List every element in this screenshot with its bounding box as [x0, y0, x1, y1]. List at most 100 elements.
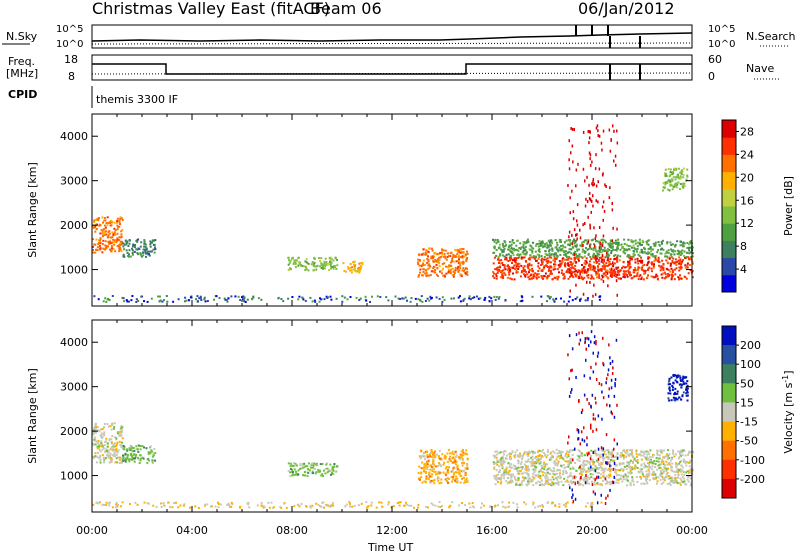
power-echo-cell [532, 277, 535, 280]
power-echo-cell [563, 253, 566, 256]
power-echo-cell [556, 278, 559, 281]
velocity-echo-cell [678, 396, 681, 399]
velocity-echo-cell [421, 461, 424, 464]
power-echo-cell [627, 238, 630, 241]
velocity-echo-cell [631, 479, 634, 482]
freq-unit-label: [MHz] [6, 67, 38, 80]
power-echo-cell [457, 270, 460, 273]
velocity-noise-cell [579, 338, 582, 342]
velocity-echo-cell [454, 479, 457, 482]
velocity-echo-cell [437, 470, 440, 473]
power-echo-cell [551, 247, 554, 250]
power-echo-cell [573, 238, 576, 241]
velocity-echo-cell [115, 448, 118, 451]
power-echo-cell [563, 275, 566, 278]
power-echo-cell [613, 272, 616, 275]
power-echo-cell [426, 257, 429, 260]
power-echo-cell [673, 278, 676, 281]
velocity-echo-cell [600, 461, 603, 464]
velocity-echo-cell [493, 456, 496, 459]
power-echo-cell [547, 275, 549, 277]
velocity-echo-cell [460, 450, 463, 453]
velocity-ground-cell [331, 501, 334, 504]
power-echo-cell [669, 253, 672, 256]
power-echo-cell [116, 217, 119, 220]
velocity-echo-cell [444, 457, 447, 460]
power-noise-cell [608, 128, 611, 132]
power-echo-cell [675, 261, 678, 263]
velocity-echo-cell [672, 470, 675, 473]
velocity-noise-cell [572, 458, 574, 462]
power-echo-cell [569, 275, 571, 278]
power-noise-cell [610, 138, 612, 142]
power-echo-cell [660, 273, 663, 276]
power-echo-cell [608, 245, 611, 248]
power-echo-cell [690, 256, 693, 258]
velocity-echo-cell [667, 475, 670, 478]
velocity-noise-cell [612, 481, 615, 485]
power-echo-cell [432, 260, 435, 263]
velocity-ground-cell [408, 504, 411, 507]
power-echo-cell [443, 252, 446, 255]
power-echo-cell [558, 246, 561, 249]
power-echo-cell [110, 250, 113, 253]
power-echo-cell [602, 272, 605, 275]
velocity-echo-cell [296, 464, 298, 467]
velocity-echo-cell [600, 473, 603, 476]
velocity-ground-cell [438, 501, 441, 504]
velocity-echo-cell [530, 456, 533, 459]
power-echo-cell [593, 256, 596, 259]
velocity-echo-cell [459, 475, 462, 478]
velocity-echo-cell [131, 456, 134, 459]
velocity-echo-cell [463, 462, 466, 465]
power-echo-cell [661, 272, 664, 275]
velocity-echo-cell [564, 480, 567, 483]
power-echo-cell [525, 260, 528, 263]
velocity-ground-cell [402, 504, 405, 507]
velocity-echo-cell [662, 463, 665, 466]
power-echo-cell [623, 242, 626, 245]
power-echo-cell [554, 268, 557, 270]
velocity-echo-cell [497, 471, 500, 473]
velocity-echo-cell [668, 386, 671, 389]
power-echo-cell [540, 275, 543, 278]
velocity-echo-cell [622, 457, 625, 460]
velocity-ground-cell [468, 502, 471, 505]
power-echo-cell [359, 265, 362, 267]
power-echo-cell [670, 256, 673, 259]
velocity-echo-cell [149, 446, 152, 449]
power-echo-cell [442, 267, 444, 270]
velocity-echo-cell [117, 432, 119, 435]
power-echo-cell [608, 254, 611, 257]
velocity-echo-cell [592, 461, 595, 464]
velocity-ground-cell [300, 503, 303, 505]
velocity-noise-cell [580, 476, 582, 479]
power-echo-cell [319, 265, 322, 268]
power-echo-cell [118, 250, 121, 253]
power-echo-cell [118, 239, 121, 242]
power-echo-cell [120, 250, 123, 253]
velocity-echo-cell [531, 458, 534, 461]
power-echo-cell [492, 252, 495, 254]
velocity-echo-cell [514, 466, 517, 469]
velocity-echo-cell [603, 468, 606, 471]
velocity-echo-cell [562, 471, 565, 474]
velocity-echo-cell [103, 423, 106, 425]
power-echo-cell [515, 269, 518, 272]
velocity-echo-cell [591, 460, 594, 463]
power-echo-cell [565, 271, 568, 273]
power-noise-cell [592, 177, 595, 181]
power-echo-cell [556, 268, 559, 271]
power-echo-cell [686, 242, 689, 244]
velocity-echo-cell [681, 451, 684, 454]
velocity-echo-cell [670, 399, 673, 402]
velocity-echo-cell [313, 468, 316, 470]
velocity-echo-cell [656, 457, 659, 460]
power-echo-cell [689, 246, 692, 249]
velocity-echo-cell [632, 462, 634, 465]
power-ground-cell [158, 300, 161, 303]
power-echo-cell [574, 268, 577, 271]
power-echo-cell [560, 272, 563, 275]
velocity-echo-cell [681, 480, 684, 483]
velocity-noise-cell [601, 390, 603, 394]
